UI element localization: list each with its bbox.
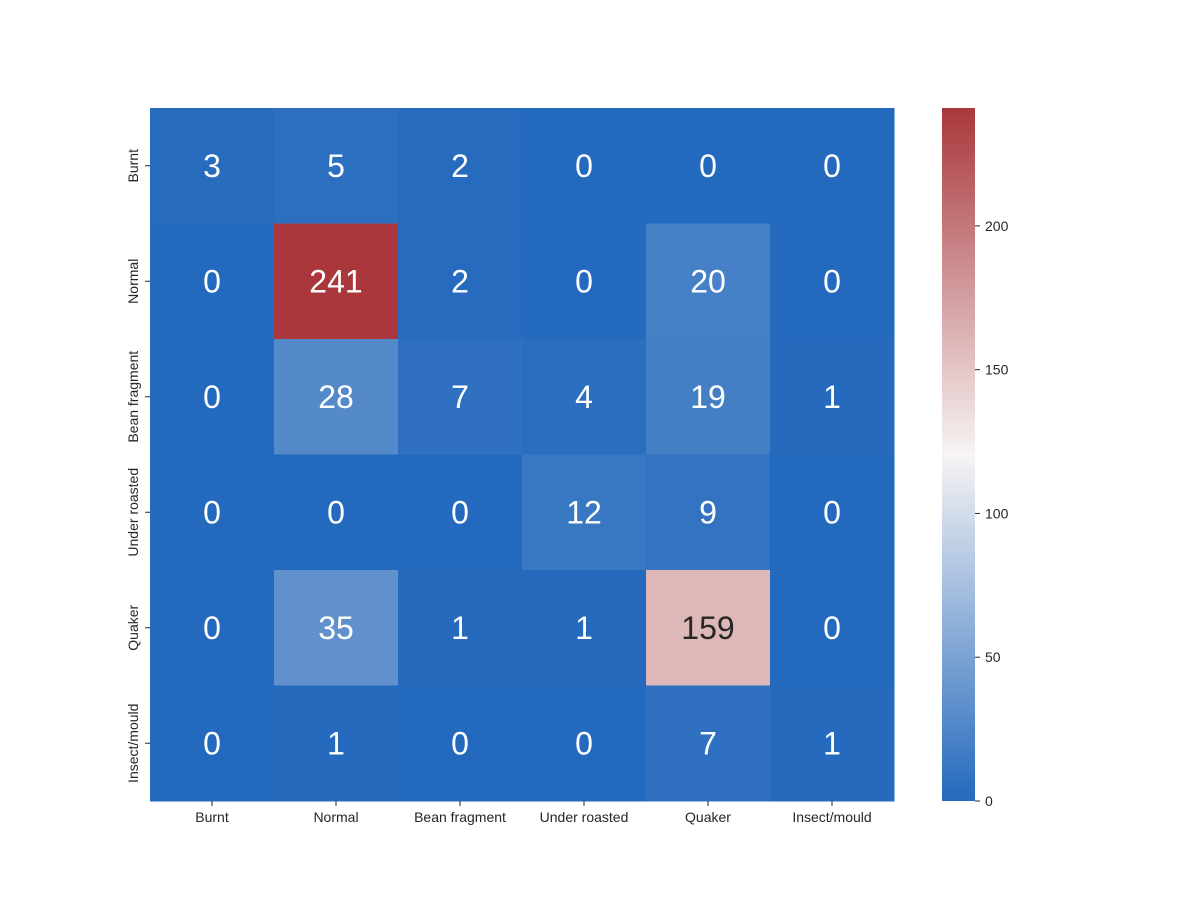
heatmap-cell bbox=[398, 339, 523, 455]
colorbar-gradient bbox=[942, 108, 975, 801]
cell-value-label: 1 bbox=[451, 610, 469, 646]
heatmap-cell bbox=[150, 685, 275, 802]
y-tick-label: Normal bbox=[125, 259, 141, 304]
heatmap-cell bbox=[274, 108, 399, 224]
heatmap-cell bbox=[150, 339, 275, 455]
cell-value-label: 0 bbox=[575, 148, 593, 184]
heatmap-cell bbox=[770, 570, 895, 686]
x-tick-label: Quaker bbox=[685, 809, 731, 825]
cell-value-label: 0 bbox=[575, 725, 593, 761]
cell-value-label: 0 bbox=[203, 494, 221, 530]
heatmap-cell bbox=[522, 223, 647, 340]
colorbar-tick-label: 50 bbox=[985, 649, 1001, 665]
heatmap-cell bbox=[150, 223, 275, 340]
cell-value-label: 7 bbox=[699, 725, 717, 761]
colorbar-tick-label: 0 bbox=[985, 793, 993, 809]
cell-value-label: 35 bbox=[318, 610, 354, 646]
heatmap-cell bbox=[522, 570, 647, 686]
cell-value-label: 1 bbox=[327, 725, 345, 761]
heatmap-cell bbox=[398, 454, 523, 571]
heatmap-cell bbox=[150, 454, 275, 571]
cell-value-label: 0 bbox=[451, 494, 469, 530]
heatmap-cells: 3 5 2 0 0 00 241 2 0 20 00 28 7 4 19 10 0 0 12 9 00 35 1 1 159 00… bbox=[150, 108, 895, 802]
heatmap-cell bbox=[646, 454, 771, 571]
heatmap-cell bbox=[522, 108, 647, 224]
heatmap-cell bbox=[522, 685, 647, 802]
heatmap-cell bbox=[646, 685, 771, 802]
heatmap-cell bbox=[770, 108, 895, 224]
cell-value-label: 2 bbox=[451, 148, 469, 184]
x-tick-label: Bean fragment bbox=[414, 809, 506, 825]
heatmap-cell bbox=[398, 685, 523, 802]
heatmap-cell bbox=[646, 339, 771, 455]
cell-value-label: 20 bbox=[690, 263, 726, 299]
heatmap-cell bbox=[274, 223, 399, 340]
heatmap-cell bbox=[274, 454, 399, 571]
cell-value-label: 241 bbox=[309, 263, 362, 299]
heatmap-cell bbox=[770, 685, 895, 802]
cell-value-label: 2 bbox=[451, 263, 469, 299]
cell-value-label: 28 bbox=[318, 379, 354, 415]
heatmap-cell bbox=[274, 570, 399, 686]
heatmap-cell bbox=[150, 570, 275, 686]
y-tick-label: Under roasted bbox=[125, 468, 141, 557]
colorbar: 0 50 100 150 200 bbox=[942, 108, 1009, 809]
cell-value-label: 0 bbox=[203, 263, 221, 299]
colorbar-tick-label: 100 bbox=[985, 505, 1009, 521]
cell-value-label: 0 bbox=[327, 494, 345, 530]
cell-value-label: 0 bbox=[203, 725, 221, 761]
x-tick-label: Normal bbox=[313, 809, 358, 825]
heatmap-cell bbox=[398, 223, 523, 340]
cell-value-label: 0 bbox=[203, 610, 221, 646]
cell-value-label: 7 bbox=[451, 379, 469, 415]
heatmap-cell bbox=[770, 223, 895, 340]
x-axis-ticks: Burnt Normal Bean fragment Under roasted Qua… bbox=[195, 801, 872, 825]
x-tick-label: Insect/mould bbox=[792, 809, 871, 825]
heatmap-cell bbox=[646, 108, 771, 224]
cell-value-label: 19 bbox=[690, 379, 726, 415]
cell-value-label: 0 bbox=[823, 494, 841, 530]
y-tick-label: Insect/mould bbox=[125, 704, 141, 783]
colorbar-tick-label: 200 bbox=[985, 218, 1009, 234]
cell-value-label: 12 bbox=[566, 494, 602, 530]
y-tick-label: Bean fragment bbox=[125, 351, 141, 443]
cell-value-label: 1 bbox=[575, 610, 593, 646]
colorbar-tick-label: 150 bbox=[985, 362, 1009, 378]
heatmap-cell bbox=[398, 108, 523, 224]
y-tick-label: Quaker bbox=[125, 604, 141, 650]
heatmap-cell bbox=[770, 454, 895, 571]
cell-value-label: 5 bbox=[327, 148, 345, 184]
heatmap-cell bbox=[770, 339, 895, 455]
cell-value-label: 1 bbox=[823, 725, 841, 761]
cell-value-label: 1 bbox=[823, 379, 841, 415]
cell-value-label: 9 bbox=[699, 494, 717, 530]
heatmap-cell bbox=[398, 570, 523, 686]
heatmap-cell bbox=[646, 570, 771, 686]
cell-value-label: 0 bbox=[823, 148, 841, 184]
y-tick-label: Burnt bbox=[125, 149, 141, 183]
cell-value-label: 3 bbox=[203, 148, 221, 184]
heatmap-cell bbox=[274, 339, 399, 455]
cell-value-label: 159 bbox=[681, 610, 734, 646]
cell-value-label: 0 bbox=[823, 263, 841, 299]
y-axis-ticks: Burnt Normal Bean fragment Under roasted Qua… bbox=[125, 149, 150, 783]
heatmap-cell bbox=[646, 223, 771, 340]
cell-value-label: 4 bbox=[575, 379, 593, 415]
x-tick-label: Under roasted bbox=[540, 809, 629, 825]
cell-value-label: 0 bbox=[203, 379, 221, 415]
heatmap-cell bbox=[522, 339, 647, 455]
heatmap-cell bbox=[150, 108, 275, 224]
cell-value-label: 0 bbox=[451, 725, 469, 761]
cell-value-label: 0 bbox=[823, 610, 841, 646]
cell-value-label: 0 bbox=[575, 263, 593, 299]
heatmap-cell bbox=[522, 454, 647, 571]
heatmap-cell bbox=[274, 685, 399, 802]
x-tick-label: Burnt bbox=[195, 809, 229, 825]
cell-value-label: 0 bbox=[699, 148, 717, 184]
